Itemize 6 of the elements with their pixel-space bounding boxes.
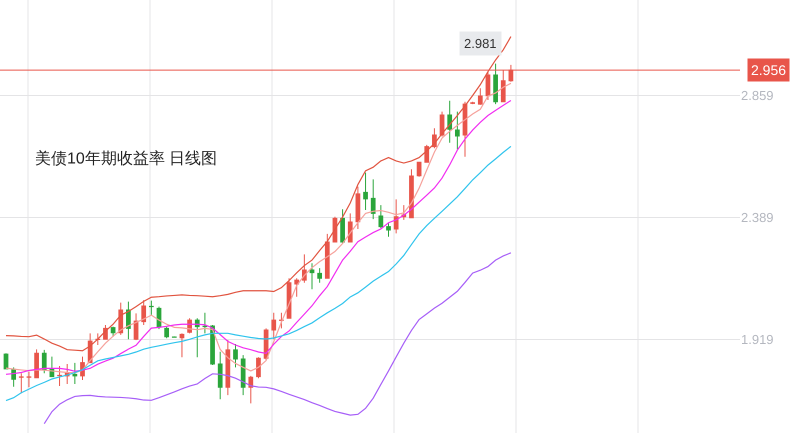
y-tick-label: 2.389	[741, 210, 774, 225]
annotation: 2.981	[464, 36, 497, 51]
text: 美债10年期收益率 日线图	[35, 150, 218, 168]
ref-line-label: 2.956	[751, 62, 786, 78]
y-tick-label: 1.919	[741, 332, 774, 347]
y-tick-label: 2.859	[741, 88, 774, 103]
